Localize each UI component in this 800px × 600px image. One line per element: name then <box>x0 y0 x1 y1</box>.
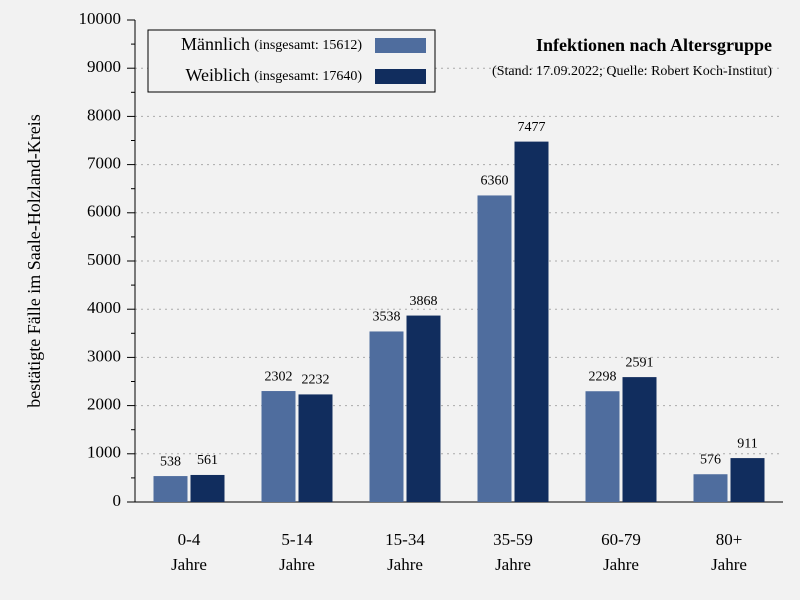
value-label: 6360 <box>481 174 509 189</box>
value-label: 3868 <box>410 294 438 309</box>
legend-label: Männlich (insgesamt: 15612) <box>181 34 362 54</box>
y-tick-label: 4000 <box>87 298 121 317</box>
legend-swatch <box>375 69 426 84</box>
value-label: 538 <box>160 454 181 469</box>
bar <box>153 476 188 502</box>
value-label: 576 <box>700 452 721 467</box>
bar <box>298 394 333 502</box>
bar <box>261 391 296 502</box>
x-tick-label-line: 80+ <box>716 530 743 549</box>
y-tick-label: 3000 <box>87 346 121 365</box>
x-tick-label: 80+ Jahre <box>711 530 747 574</box>
y-tick-label: 6000 <box>87 202 121 221</box>
bar <box>406 315 441 502</box>
value-label: 2302 <box>265 369 293 384</box>
x-tick-label-line: 5-14 <box>281 530 313 549</box>
bar <box>190 474 225 502</box>
bar <box>585 391 620 502</box>
x-tick-label: 0-4 Jahre <box>171 530 207 574</box>
y-tick-label: 0 <box>113 491 122 510</box>
y-tick-label: 8000 <box>87 105 121 124</box>
y-tick-label: 7000 <box>87 154 121 173</box>
x-tick-label: 60-79 Jahre <box>601 530 641 574</box>
y-axis-label: bestätigte Fälle im Saale-Holzland-Kreis <box>24 114 44 407</box>
legend-swatch <box>375 38 426 53</box>
x-tick-label: 15-34 Jahre <box>385 530 425 574</box>
legend-name: Männlich <box>181 34 250 54</box>
legend-name: Weiblich <box>186 65 251 85</box>
bar <box>477 195 512 502</box>
x-tick-label-line: Jahre <box>171 555 207 574</box>
value-label: 2298 <box>589 369 617 384</box>
value-label: 911 <box>737 436 757 451</box>
x-tick-label-line: Jahre <box>603 555 639 574</box>
value-label: 2232 <box>302 373 330 388</box>
x-tick-label: 35-59 Jahre <box>493 530 533 574</box>
value-label: 3538 <box>373 310 401 325</box>
chart-title: Infektionen nach Altersgruppe <box>536 35 772 55</box>
x-tick-label-line: Jahre <box>711 555 747 574</box>
bar <box>622 377 657 502</box>
y-tick-label: 1000 <box>87 443 121 462</box>
legend-label: Weiblich (insgesamt: 17640) <box>186 65 363 85</box>
x-tick-label-line: 60-79 <box>601 530 641 549</box>
x-tick-label-line: 15-34 <box>385 530 425 549</box>
value-label: 561 <box>197 453 218 468</box>
x-tick-label-line: Jahre <box>495 555 531 574</box>
value-label: 7477 <box>518 120 546 135</box>
x-tick-label-line: Jahre <box>279 555 315 574</box>
bar <box>693 474 728 502</box>
x-tick-label: 5-14 Jahre <box>279 530 315 574</box>
bar <box>730 458 765 502</box>
chart-subtitle: (Stand: 17.09.2022; Quelle: Robert Koch-… <box>492 64 772 79</box>
y-tick-label: 9000 <box>87 57 121 76</box>
x-tick-label-line: Jahre <box>387 555 423 574</box>
value-label: 2591 <box>626 355 654 370</box>
legend-total: (insgesamt: 17640) <box>254 69 362 84</box>
bar <box>514 141 549 503</box>
y-tick-label: 2000 <box>87 395 121 414</box>
bar <box>369 331 404 502</box>
legend-total: (insgesamt: 15612) <box>254 38 362 53</box>
y-tick-label: 10000 <box>79 9 122 28</box>
y-tick-label: 5000 <box>87 250 121 269</box>
x-tick-label-line: 0-4 <box>178 530 201 549</box>
x-tick-label-line: 35-59 <box>493 530 533 549</box>
